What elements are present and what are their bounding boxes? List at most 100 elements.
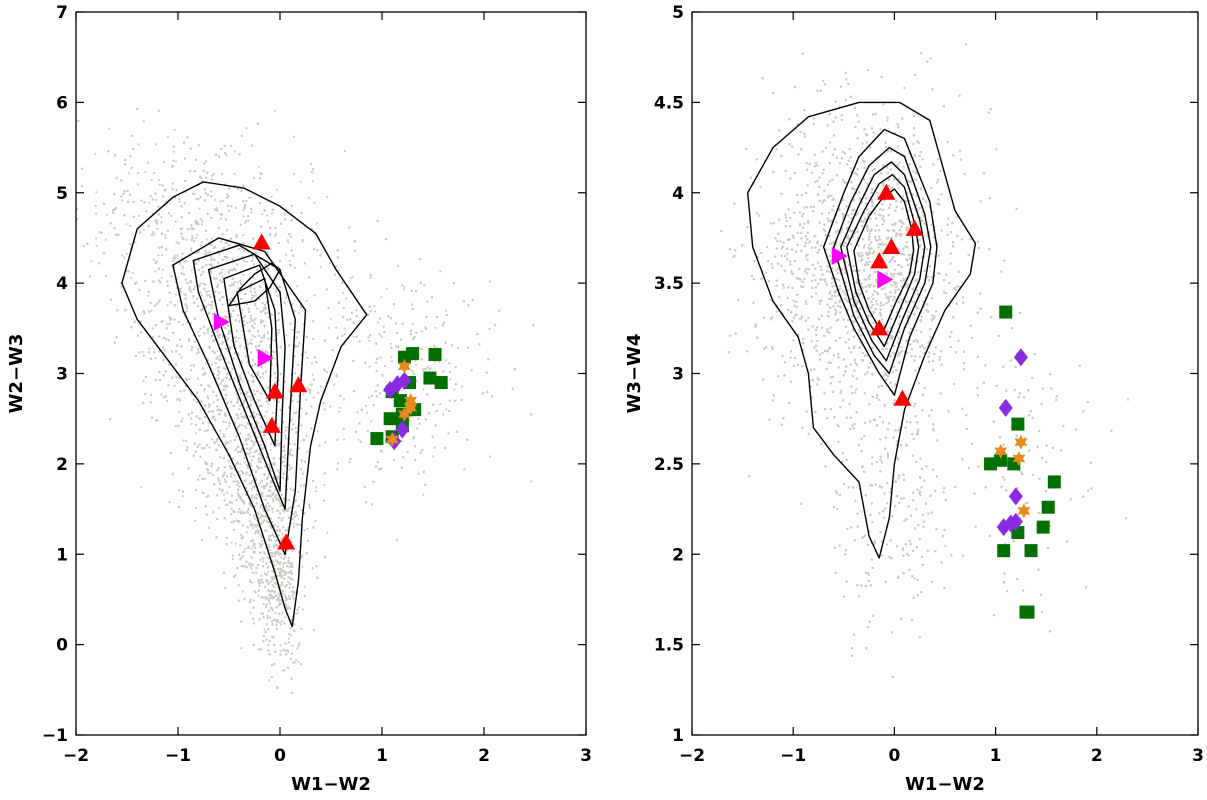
background-point bbox=[150, 178, 153, 181]
background-point bbox=[210, 272, 213, 275]
background-point bbox=[137, 143, 140, 146]
background-point bbox=[274, 376, 277, 379]
background-point bbox=[457, 346, 460, 350]
background-point bbox=[161, 268, 164, 271]
background-point bbox=[266, 220, 270, 223]
background-point bbox=[284, 454, 287, 457]
background-point bbox=[245, 427, 248, 430]
background-point bbox=[181, 495, 184, 498]
background-point bbox=[239, 463, 242, 466]
background-point bbox=[306, 527, 309, 530]
background-point bbox=[426, 300, 429, 303]
background-point bbox=[288, 586, 291, 589]
background-point bbox=[209, 472, 212, 475]
background-point bbox=[285, 334, 288, 337]
background-point bbox=[382, 325, 385, 328]
background-point bbox=[249, 565, 252, 568]
background-point bbox=[252, 263, 256, 266]
background-point bbox=[173, 128, 176, 131]
background-point bbox=[233, 376, 236, 380]
background-point bbox=[276, 525, 279, 528]
background-point bbox=[259, 533, 262, 536]
background-point bbox=[147, 294, 150, 297]
background-point bbox=[239, 450, 242, 454]
background-point bbox=[460, 385, 464, 388]
background-point bbox=[157, 179, 161, 182]
background-point bbox=[205, 496, 208, 499]
background-point bbox=[247, 371, 250, 374]
background-point bbox=[376, 357, 379, 360]
background-point bbox=[349, 277, 352, 280]
background-point bbox=[245, 471, 248, 474]
background-point bbox=[241, 590, 244, 593]
background-point bbox=[262, 603, 265, 606]
background-point bbox=[142, 120, 145, 123]
background-point bbox=[152, 258, 156, 261]
background-point bbox=[337, 269, 340, 272]
background-point bbox=[270, 195, 273, 198]
background-point bbox=[310, 405, 313, 408]
background-point bbox=[174, 293, 178, 296]
background-point bbox=[250, 488, 254, 491]
background-point bbox=[277, 331, 280, 334]
background-point bbox=[234, 480, 237, 483]
background-point bbox=[173, 254, 176, 257]
background-point bbox=[249, 580, 252, 583]
background-point bbox=[295, 513, 299, 517]
background-point bbox=[260, 457, 263, 460]
background-point bbox=[316, 430, 319, 433]
background-point bbox=[411, 322, 414, 325]
background-point bbox=[271, 462, 274, 465]
background-point bbox=[249, 451, 252, 454]
background-point bbox=[286, 239, 289, 242]
background-point bbox=[58, 209, 60, 211]
background-point bbox=[166, 304, 169, 307]
background-point bbox=[253, 291, 256, 294]
background-point bbox=[261, 213, 264, 216]
background-point bbox=[244, 355, 247, 358]
background-point bbox=[270, 576, 273, 579]
background-point bbox=[453, 388, 456, 391]
background-point bbox=[210, 263, 213, 266]
background-point bbox=[257, 371, 260, 374]
background-point bbox=[190, 422, 193, 425]
background-point bbox=[270, 442, 273, 445]
background-point bbox=[58, 222, 60, 224]
background-point bbox=[282, 558, 285, 561]
background-point bbox=[94, 204, 97, 208]
background-point bbox=[154, 270, 157, 273]
background-point bbox=[356, 411, 359, 414]
background-point bbox=[271, 584, 274, 587]
background-point bbox=[259, 558, 262, 561]
background-point bbox=[208, 446, 211, 449]
background-point bbox=[31, 180, 33, 182]
background-point bbox=[196, 377, 199, 380]
background-point bbox=[58, 209, 60, 211]
background-point bbox=[240, 510, 243, 513]
background-point bbox=[120, 254, 123, 257]
background-point bbox=[175, 363, 178, 366]
background-point bbox=[280, 537, 283, 541]
background-point bbox=[271, 212, 274, 215]
background-point bbox=[279, 644, 282, 647]
background-point bbox=[194, 519, 197, 522]
background-point bbox=[253, 517, 256, 520]
background-point bbox=[242, 551, 245, 554]
background-point bbox=[463, 468, 466, 471]
background-point bbox=[253, 322, 256, 325]
background-point bbox=[240, 647, 243, 650]
background-point bbox=[337, 462, 340, 465]
background-point bbox=[249, 455, 252, 458]
background-point bbox=[228, 485, 231, 488]
background-point bbox=[231, 297, 234, 300]
background-point bbox=[242, 215, 245, 218]
background-point bbox=[187, 337, 191, 340]
background-point bbox=[338, 406, 341, 409]
background-point bbox=[194, 506, 197, 509]
background-point bbox=[249, 314, 253, 317]
background-point bbox=[260, 539, 263, 543]
background-point bbox=[193, 285, 196, 288]
plot-area bbox=[31, 107, 535, 695]
background-point bbox=[148, 201, 151, 204]
background-point bbox=[196, 233, 199, 236]
